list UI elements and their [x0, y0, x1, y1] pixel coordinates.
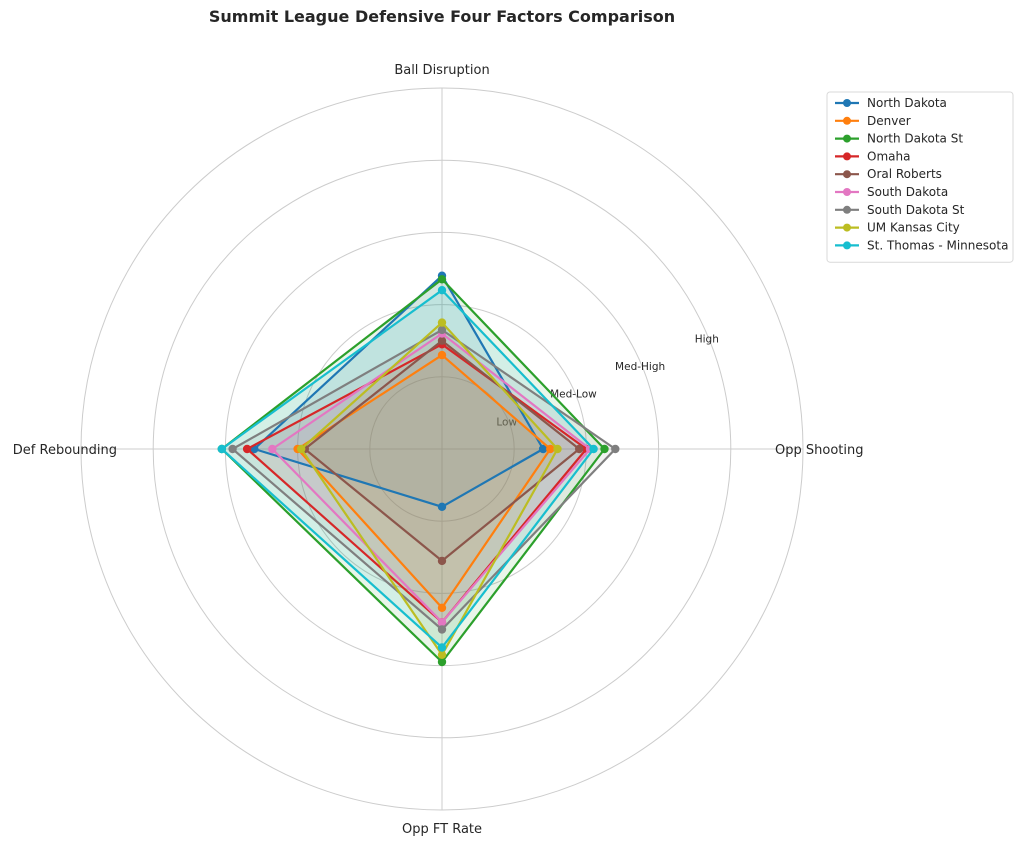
- legend-marker: [843, 241, 851, 250]
- legend-marker: [843, 134, 851, 143]
- legend-item: Denver: [835, 114, 911, 128]
- legend-item: St. Thomas - Minnesota: [835, 238, 1008, 252]
- legend-item: South Dakota St: [835, 203, 965, 217]
- ring-label: High: [695, 333, 719, 345]
- axis-labels: Ball Disruption Opp Shooting Opp FT Rate De…: [13, 63, 864, 837]
- legend-item: North Dakota: [835, 96, 947, 110]
- data-point: [553, 444, 562, 454]
- series-area: [254, 275, 544, 507]
- series-group: [217, 286, 598, 652]
- series-lines: [217, 271, 620, 667]
- legend-label: South Dakota: [867, 185, 948, 199]
- series-group: [250, 271, 548, 511]
- ring-label: Med-Low: [550, 389, 597, 401]
- legend-item: South Dakota: [835, 185, 948, 199]
- series-area: [272, 333, 590, 623]
- data-point: [538, 444, 548, 454]
- legend-label: UM Kansas City: [867, 221, 960, 235]
- legend-marker: [843, 223, 851, 232]
- data-point: [437, 286, 447, 295]
- data-point: [546, 444, 555, 454]
- data-point: [437, 603, 447, 612]
- legend-marker: [843, 99, 851, 107]
- legend-label: Denver: [867, 114, 911, 128]
- axis-label: Opp FT Rate: [402, 822, 482, 837]
- data-point: [297, 444, 306, 454]
- data-point: [437, 350, 447, 360]
- legend-item: Oral Roberts: [835, 167, 942, 181]
- ring-label: Med-High: [615, 361, 665, 373]
- legend-item: North Dakota St: [835, 132, 963, 146]
- ring-label: Low: [496, 416, 517, 428]
- axis-label: Ball Disruption: [394, 63, 489, 78]
- radar-grid: [80, 87, 804, 811]
- legend-label: South Dakota St: [867, 203, 965, 217]
- data-point: [437, 275, 447, 284]
- data-point: [437, 556, 447, 566]
- series-group: [297, 318, 562, 659]
- data-point: [600, 444, 609, 454]
- series-area: [297, 355, 551, 608]
- data-point: [228, 444, 237, 454]
- legend-item: UM Kansas City: [835, 221, 960, 235]
- series-group: [228, 325, 620, 634]
- legend-marker: [843, 152, 851, 161]
- legend-marker: [843, 205, 851, 214]
- data-point: [437, 618, 447, 627]
- legend-label: Omaha: [867, 149, 910, 163]
- data-point: [611, 444, 620, 454]
- data-point: [437, 643, 447, 652]
- legend-label: Oral Roberts: [867, 167, 942, 181]
- legend-label: North Dakota St: [867, 132, 963, 146]
- legend-label: St. Thomas - Minnesota: [867, 238, 1008, 252]
- legend-label: North Dakota: [867, 96, 947, 110]
- data-point: [437, 336, 447, 345]
- ring-labels: Low Med-Low Med-High High: [496, 333, 719, 428]
- legend-box: [826, 91, 1014, 263]
- legend: North Dakota Denver North Dakota St Omaha Or…: [826, 91, 1014, 263]
- data-point: [242, 444, 252, 454]
- chart-title: Summit League Defensive Four Factors Com…: [209, 7, 675, 26]
- data-point: [437, 625, 447, 634]
- data-point: [268, 444, 277, 454]
- data-point: [437, 502, 447, 511]
- data-point: [217, 444, 226, 454]
- legend-marker: [843, 170, 851, 179]
- data-point: [589, 444, 598, 454]
- data-point: [437, 318, 447, 327]
- legend-item: Omaha: [835, 149, 910, 163]
- data-point: [437, 325, 447, 335]
- legend-marker: [843, 116, 851, 125]
- data-point: [575, 444, 584, 454]
- data-point: [437, 657, 447, 667]
- data-point: [437, 650, 447, 659]
- series-area: [247, 344, 587, 623]
- legend-marker: [843, 188, 851, 196]
- axis-label: Def Rebounding: [13, 443, 117, 458]
- axis-label: Opp Shooting: [775, 443, 863, 458]
